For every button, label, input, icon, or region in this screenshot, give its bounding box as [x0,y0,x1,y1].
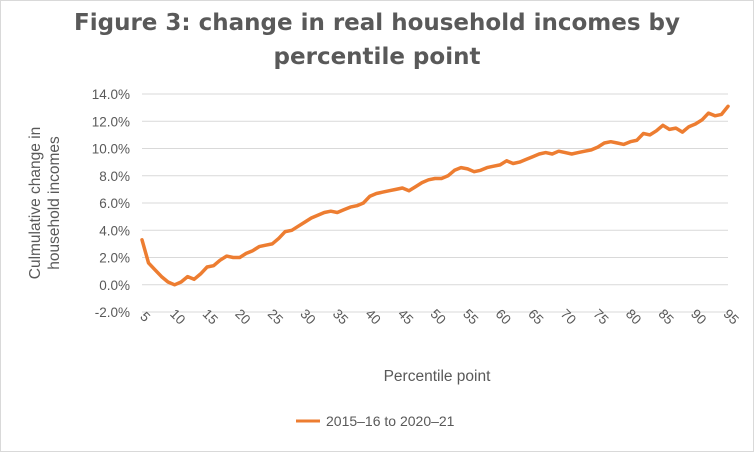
gridlines [142,93,728,313]
series-layer [140,104,730,287]
series-line [140,104,730,287]
y-axis-title-line2: household incomes [46,136,63,270]
y-axis-title-line1: Culmulative change in [27,127,44,280]
y-tick-label: 12.0% [92,114,130,129]
y-tick-label: -2.0% [95,305,130,320]
chart-title-line1: Figure 3: change in real household incom… [74,10,680,36]
y-tick-label: 6.0% [99,196,130,211]
legend-label: 2015–16 to 2020–21 [326,413,455,429]
y-tick-label: 4.0% [99,223,130,238]
chart-title-line2: percentile point [274,44,481,70]
y-tick-label: 0.0% [99,278,130,293]
y-tick-label: 2.0% [99,251,130,266]
y-tick-label: 10.0% [92,142,130,157]
y-tick-label: 8.0% [99,169,130,184]
y-tick-label: 14.0% [92,87,130,102]
y-tick-labels: -2.0% 0.0% 2.0% 4.0% 6.0% 8.0% 10.0% 12.0% 14.0% [92,87,130,320]
legend: 2015–16 to 2020–21 [296,413,455,429]
x-axis-title: Percentile point [384,368,492,385]
